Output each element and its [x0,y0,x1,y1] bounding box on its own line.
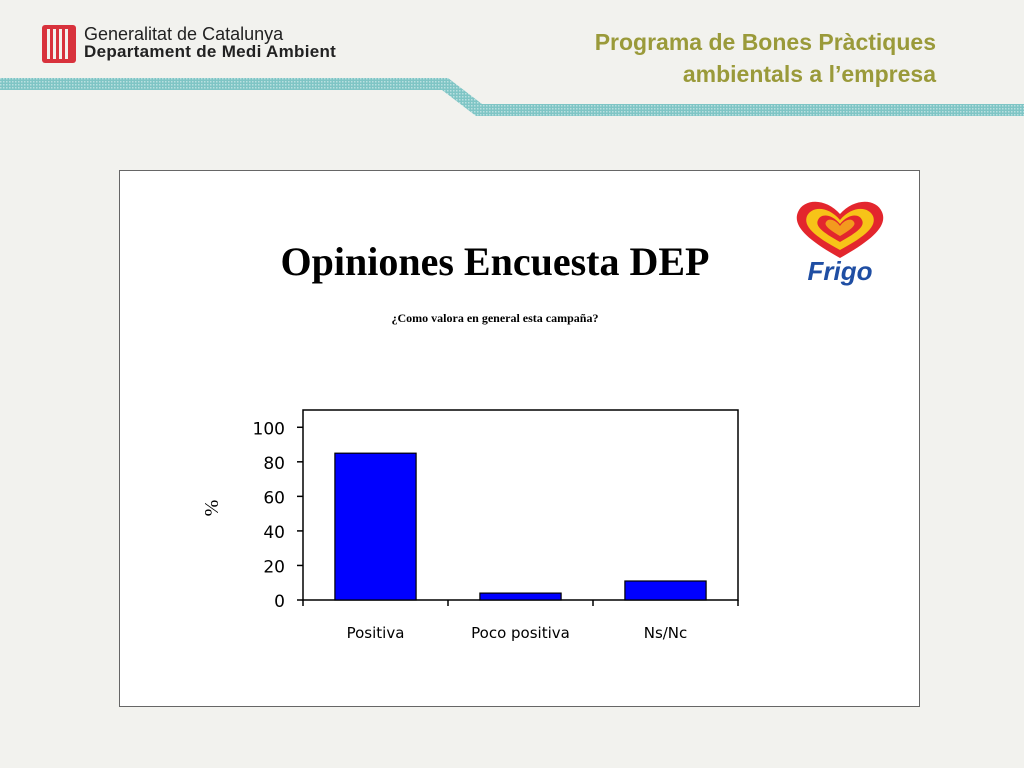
catalonia-flag-icon [42,25,76,63]
frigo-heart-logo-icon: Frigo [796,201,884,286]
chart-subtitle: ¿Como valora en general esta campaña? [391,311,599,325]
org-line-1: Generalitat de Catalunya [84,24,284,44]
chart-title: Opiniones Encuesta DEP [280,239,710,284]
program-line-1: Programa de Bones Pràctiques [594,29,936,55]
y-tick-label: 40 [263,523,285,543]
x-tick-label: Positiva [347,624,405,642]
y-tick-label: 0 [274,592,285,612]
bar [479,592,562,601]
bar [624,580,707,601]
program-line-2: ambientals a l’empresa [682,61,936,87]
frigo-brand-name: Frigo [808,256,873,286]
y-tick-label: 80 [263,454,285,474]
program-title: Programa de Bones Pràctiques ambientals … [595,26,936,90]
y-tick-label: 100 [253,419,285,439]
y-axis-label: % [201,500,223,517]
header-band [0,78,1024,116]
x-tick-label: Poco positiva [471,624,570,642]
chart-panel [119,170,920,707]
y-tick-label: 60 [263,488,285,508]
bar [334,452,417,601]
x-tick-label: Ns/Nc [644,624,688,642]
organization-name: Generalitat de Catalunya Departament de … [84,25,336,61]
org-line-2: Departament de Medi Ambient [84,42,337,61]
y-tick-label: 20 [263,557,285,577]
